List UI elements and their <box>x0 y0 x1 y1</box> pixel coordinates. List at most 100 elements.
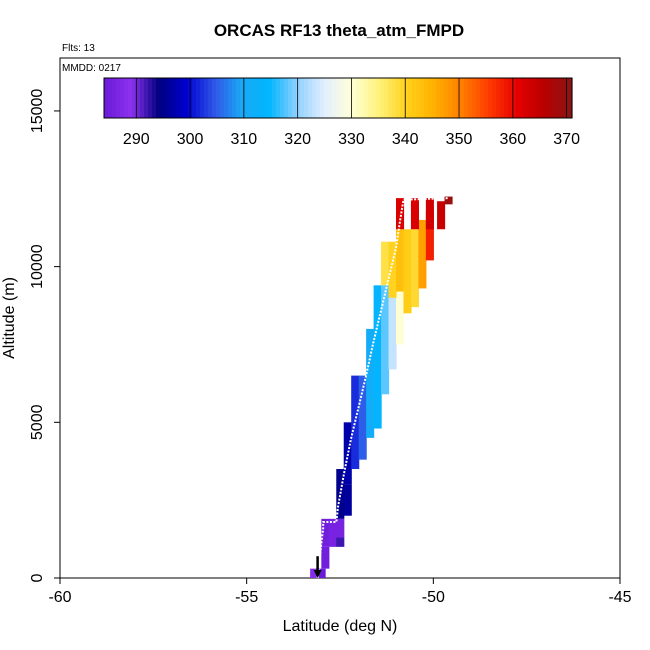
colorbar-segment <box>116 78 121 118</box>
data-cell <box>410 198 419 230</box>
colorbar-segment <box>136 78 141 118</box>
flight-track <box>316 197 449 579</box>
colorbar-segment <box>308 78 313 118</box>
data-cell <box>321 546 330 569</box>
colorbar-segment <box>496 78 501 118</box>
colorbar-segment <box>528 78 533 118</box>
colorbar-segment <box>220 78 225 118</box>
colorbar-segment <box>452 78 457 118</box>
colorbar-segment <box>336 78 341 118</box>
colorbar-tick-label: 350 <box>446 131 473 148</box>
colorbar-segment <box>212 78 217 118</box>
colorbar-segment <box>440 78 445 118</box>
colorbar-segment <box>140 78 145 118</box>
x-tick-label: -45 <box>608 589 631 606</box>
colorbar-segment <box>348 78 353 118</box>
colorbar-segment <box>484 78 489 118</box>
colorbar-segment <box>404 78 409 118</box>
colorbar-segment <box>536 78 541 118</box>
data-cell <box>328 518 337 547</box>
colorbar-segment <box>304 78 309 118</box>
colorbar-segment <box>408 78 413 118</box>
colorbar-segment <box>240 78 245 118</box>
colorbar-segment <box>468 78 473 118</box>
colorbar-segment <box>436 78 441 118</box>
data-cell <box>388 285 397 370</box>
colorbar-tick-label: 330 <box>338 131 365 148</box>
colorbar-segment <box>428 78 433 118</box>
flights-label: Flts: 13 <box>62 43 95 54</box>
colorbar-tick-label: 300 <box>177 131 204 148</box>
colorbar-segment <box>152 78 157 118</box>
colorbar-segment <box>392 78 397 118</box>
colorbar-segment <box>264 78 269 118</box>
colorbar-segment <box>400 78 405 118</box>
data-cell <box>410 229 419 308</box>
colorbar-segment <box>480 78 485 118</box>
colorbar-segment <box>104 78 109 118</box>
colorbar-tick-label: 310 <box>231 131 258 148</box>
colorbar-segment <box>164 78 169 118</box>
colorbar-tick-label: 320 <box>284 131 311 148</box>
x-tick-label: -55 <box>235 589 258 606</box>
colorbar-segment <box>432 78 437 118</box>
colorbar-segment <box>272 78 277 118</box>
colorbar-segment <box>160 78 165 118</box>
colorbar-segment <box>420 78 425 118</box>
colorbar-segment <box>192 78 197 118</box>
colorbar-segment <box>300 78 305 118</box>
x-axis-label: Latitude (deg N) <box>283 618 398 635</box>
colorbar-segment <box>472 78 477 118</box>
colorbar-tick-label: 370 <box>553 131 580 148</box>
colorbar-segment <box>396 78 401 118</box>
colorbar-segment <box>508 78 513 118</box>
date-label: MMDD: 0217 <box>62 63 121 74</box>
colorbar-segment <box>552 78 557 118</box>
y-axis: 0 5000 10000 15000 <box>29 89 60 582</box>
data-cell <box>396 291 405 345</box>
colorbar-segment <box>544 78 549 118</box>
colorbar-segment <box>204 78 209 118</box>
colorbar-segment <box>376 78 381 118</box>
colorbar-segment <box>168 78 173 118</box>
colorbar-tick-label: 360 <box>499 131 526 148</box>
colorbar-segment <box>236 78 241 118</box>
colorbar-segment <box>200 78 205 118</box>
colorbar-segment <box>180 78 185 118</box>
colorbar-segment <box>380 78 385 118</box>
colorbar-segment <box>512 78 517 118</box>
x-axis: -60 -55 -50 -45 <box>48 578 632 606</box>
y-tick-label: 0 <box>29 573 46 582</box>
colorbar-segment <box>284 78 289 118</box>
colorbar-segment <box>504 78 509 118</box>
colorbar-segment <box>388 78 393 118</box>
colorbar-segment <box>516 78 521 118</box>
colorbar-segment <box>464 78 469 118</box>
colorbar-segment <box>124 78 129 118</box>
colorbar-segment <box>352 78 357 118</box>
data-cell <box>425 210 434 261</box>
colorbar-segment <box>320 78 325 118</box>
data-cell <box>336 469 345 519</box>
colorbar-tick-label: 340 <box>392 131 419 148</box>
chart-title: ORCAS RF13 theta_atm_FMPD <box>214 21 464 40</box>
data-cell <box>381 285 390 395</box>
colorbar-segment <box>248 78 253 118</box>
colorbar-segment <box>184 78 189 118</box>
data-cell <box>381 241 390 286</box>
colorbar-segment <box>312 78 317 118</box>
colorbar-segment <box>260 78 265 118</box>
colorbar-tick-label: 290 <box>123 131 150 148</box>
colorbar-segment <box>368 78 373 118</box>
data-cell <box>317 568 326 578</box>
data-cell <box>396 229 405 292</box>
colorbar-segment <box>524 78 529 118</box>
colorbar-segment <box>372 78 377 118</box>
colorbar-segment <box>244 78 249 118</box>
colorbar-segment <box>252 78 257 118</box>
data-cell <box>418 219 427 289</box>
data-cell <box>403 229 412 314</box>
colorbar-segment <box>364 78 369 118</box>
y-tick-label: 5000 <box>29 404 46 440</box>
